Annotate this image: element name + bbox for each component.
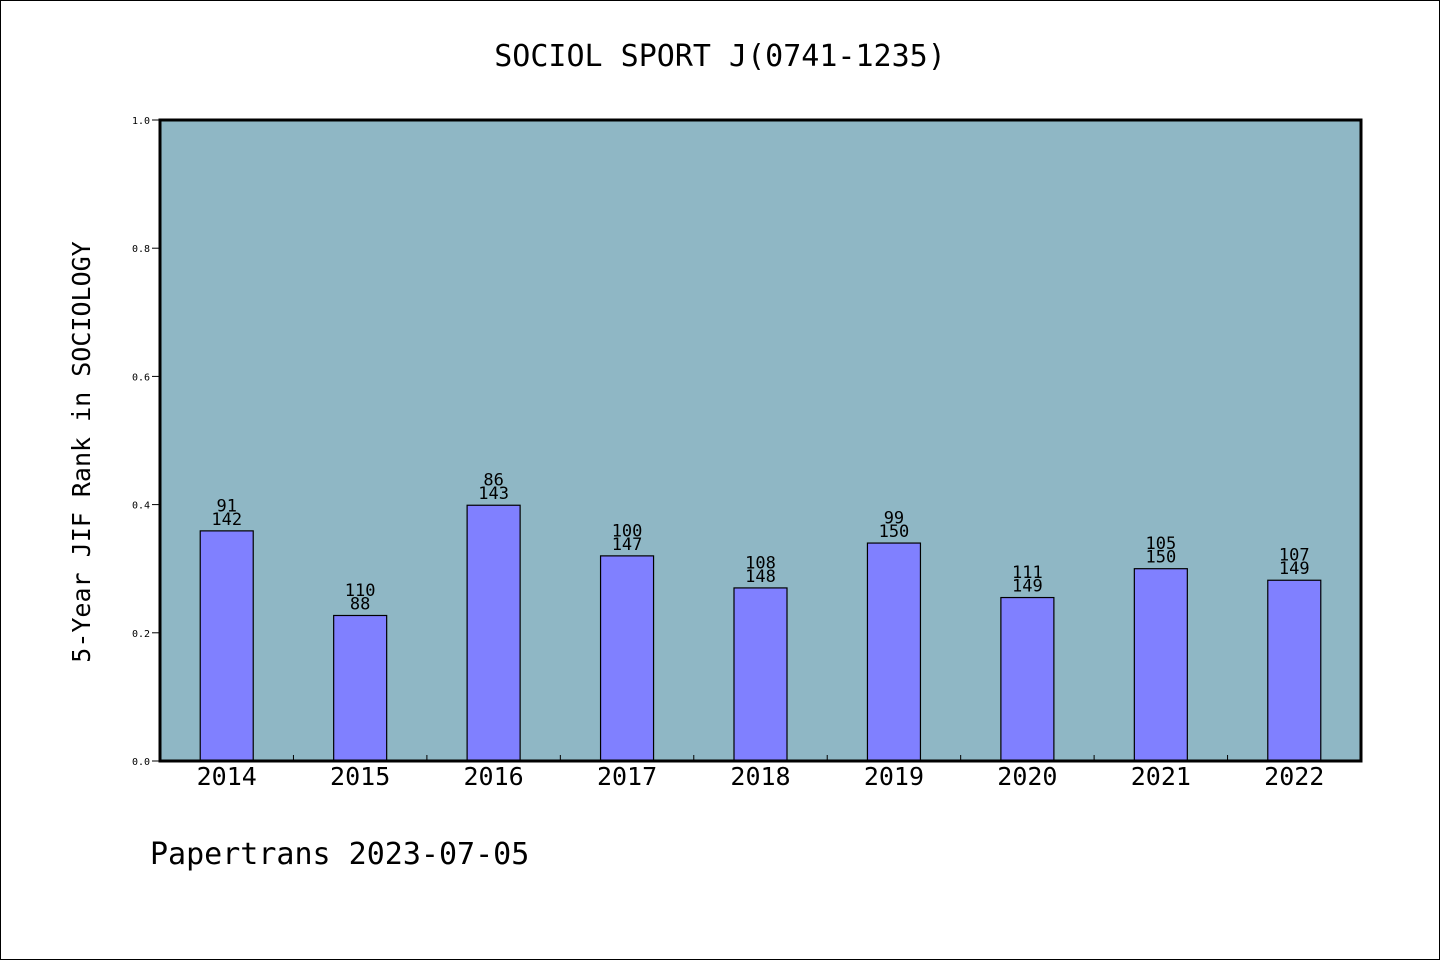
x-tick-label-2022: 2022: [1264, 762, 1324, 791]
bar-label-2017-1: 100: [612, 521, 643, 541]
x-tick-label-2019: 2019: [864, 762, 924, 791]
bar-2019: [866, 542, 922, 762]
x-tick-label-2020: 2020: [997, 762, 1057, 791]
x-tick-label-2017: 2017: [597, 762, 657, 791]
bar-label-2016-1: 86: [483, 471, 503, 491]
bar-label-2014-2: 142: [211, 510, 242, 530]
bar-2022: [1267, 579, 1322, 762]
bar-2020: [1000, 596, 1055, 762]
bar-label-2020-2: 149: [1012, 577, 1043, 597]
bar-label-2017-2: 147: [612, 535, 643, 555]
y-tick-label-1.0: 1.0: [132, 116, 150, 127]
y-tick-label-0.2: 0.2: [132, 629, 150, 640]
bar-label-2018-1: 108: [745, 553, 776, 573]
x-axis: 2014 2015 2016 2017 2018 2019 2020 2021 2022: [197, 755, 1324, 791]
y-tick-label-0.4: 0.4: [132, 501, 150, 512]
bar-label-2022-2: 149: [1279, 559, 1310, 579]
y-tick-label-0.8: 0.8: [132, 244, 150, 255]
y-tick-label-0.6: 0.6: [132, 372, 150, 383]
bar-2017: [599, 555, 655, 762]
bar-label-2020-1: 111: [1012, 563, 1043, 583]
bar-label-2022-1: 107: [1279, 546, 1310, 566]
chart-title: SOCIOL SPORT J(0741-1235): [494, 39, 946, 74]
bar-label-2019-1: 99: [884, 509, 904, 529]
plot-border: [158, 118, 1363, 763]
bar-label-2015-2: 88: [350, 594, 370, 614]
x-tick-label-2014: 2014: [197, 762, 257, 791]
y-axis: 0.0 0.2 0.4 0.6 0.8 1.0: [132, 116, 160, 768]
bar-2021: [1133, 568, 1188, 762]
y-tick-label-0.0: 0.0: [132, 757, 150, 768]
bar-label-2015-1: 110: [345, 581, 376, 601]
bar-label-2019-2: 150: [879, 522, 910, 542]
bar-2014: [199, 530, 254, 762]
bars-group: [199, 504, 1322, 762]
bar-label-2021-2: 150: [1145, 548, 1176, 568]
bar-label-2021-1: 105: [1145, 534, 1176, 554]
footer-text: Papertrans 2023-07-05: [150, 837, 529, 872]
bar-label-2014-1: 91: [216, 496, 236, 516]
x-tick-label-2015: 2015: [330, 762, 390, 791]
y-axis-label: 5-Year JIF Rank in SOCIOLOGY: [67, 241, 96, 662]
bar-2015: [333, 614, 388, 762]
x-tick-label-2018: 2018: [730, 762, 790, 791]
bar-label-2018-2: 148: [745, 567, 776, 587]
bar-2018: [733, 587, 788, 762]
x-tick-label-2016: 2016: [464, 762, 524, 791]
x-tick-label-2021: 2021: [1131, 762, 1191, 791]
bar-label-2016-2: 143: [478, 484, 509, 504]
bar-2016: [466, 504, 521, 762]
bar-labels-group: 9114211088861431001471081489915011114910…: [211, 471, 1309, 615]
